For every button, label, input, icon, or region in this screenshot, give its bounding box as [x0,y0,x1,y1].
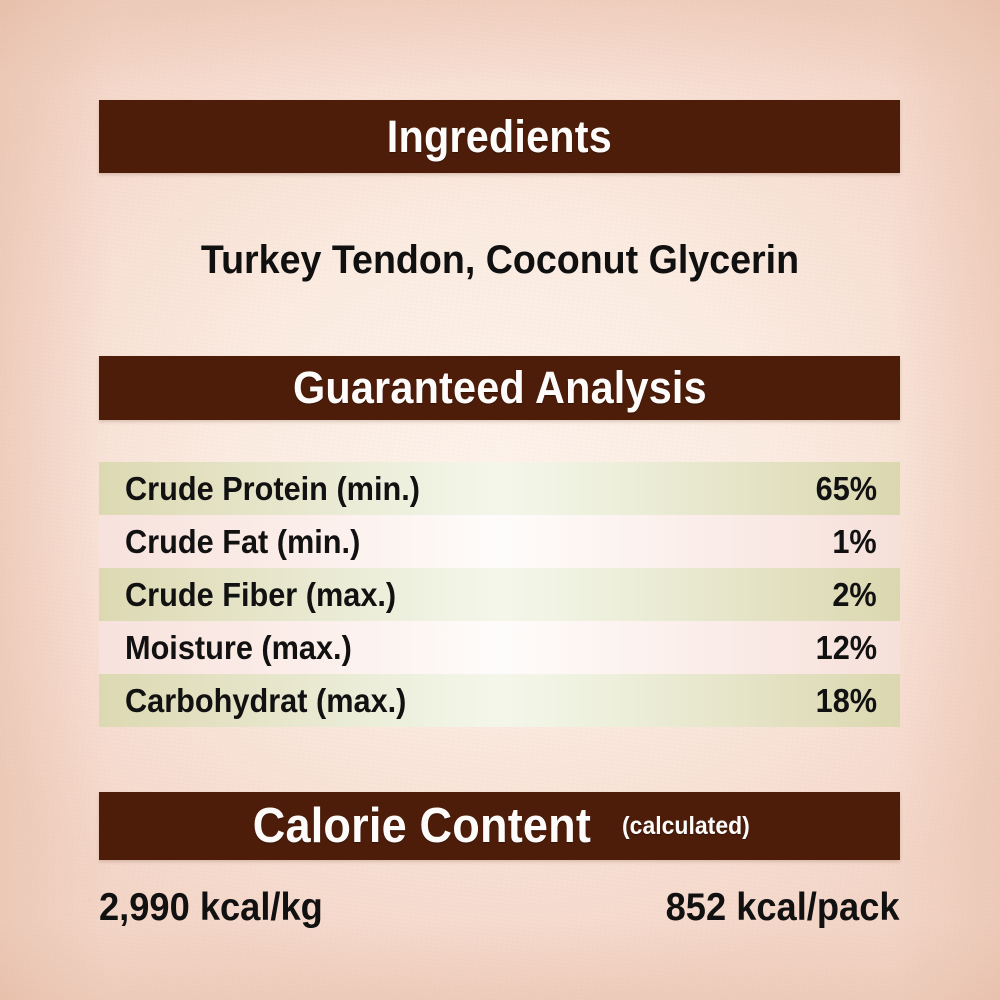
ingredients-header-bar: Ingredients [99,100,900,173]
guaranteed-analysis-heading: Guaranteed Analysis [292,362,707,413]
table-row: Moisture (max.) 12% [99,621,900,674]
table-row: Crude Fiber (max.) 2% [99,568,900,621]
nutrient-label: Crude Fat (min.) [125,522,361,560]
nutrient-label: Crude Fiber (max.) [125,575,397,613]
nutrient-label: Moisture (max.) [125,628,352,666]
nutrient-label: Carbohydrat (max.) [125,681,407,719]
table-row: Carbohydrat (max.) 18% [99,674,900,727]
table-row: Crude Protein (min.) 65% [99,462,900,515]
calorie-content-heading: Calorie Content [252,799,592,853]
nutrient-value: 65% [815,469,877,507]
guaranteed-analysis-table: Crude Protein (min.) 65% Crude Fat (min.… [99,462,900,727]
guaranteed-analysis-header-bar: Guaranteed Analysis [99,356,900,420]
nutrient-value: 1% [832,522,877,560]
calorie-content-header-bar: Calorie Content (calculated) [99,792,900,860]
nutrient-value: 18% [815,681,877,719]
calorie-values-row: 2,990 kcal/kg 852 kcal/pack [99,886,900,930]
table-row: Crude Fat (min.) 1% [99,515,900,568]
calories-per-kg: 2,990 kcal/kg [99,886,323,929]
calories-per-pack: 852 kcal/pack [666,886,900,929]
calorie-content-subheading: (calculated) [621,811,750,840]
nutrient-value: 2% [832,575,877,613]
ingredients-heading: Ingredients [386,110,613,162]
nutrient-label: Crude Protein (min.) [125,469,420,507]
nutrient-value: 12% [815,628,877,666]
ingredients-list-text: Turkey Tendon, Coconut Glycerin [200,238,800,282]
